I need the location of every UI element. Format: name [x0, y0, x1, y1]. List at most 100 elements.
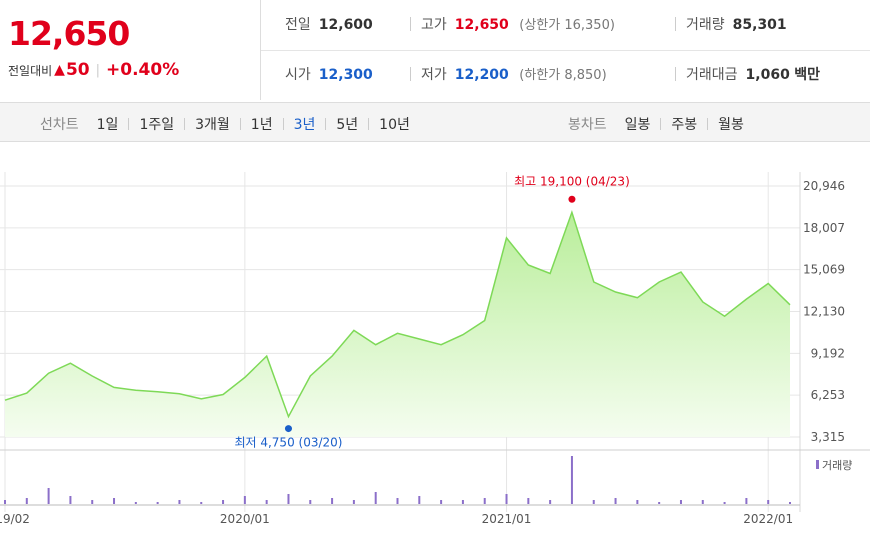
monthly-candle-button[interactable]: 월봉	[718, 117, 744, 133]
up-triangle-icon: ▲	[54, 62, 65, 78]
line-chart-label: 선차트	[40, 117, 79, 133]
y-tick-label: 6,253	[811, 388, 845, 402]
x-tick-label: 2020/01	[220, 512, 270, 526]
price-chart: 20,946 18,007 15,069 12,130 9,192 6,253 3,315 2…	[0, 142, 870, 535]
volume-bar	[461, 500, 464, 504]
divider	[368, 118, 370, 130]
price-change: 전일대비 ▲ 50 | +0.40%	[8, 60, 179, 80]
volume-bar	[592, 500, 595, 504]
volume-bar	[440, 500, 443, 504]
daily-candle-button[interactable]: 일봉	[624, 117, 651, 133]
volume-bar	[418, 496, 421, 504]
period-10y-button[interactable]: 10년	[379, 117, 410, 133]
high-point-marker	[568, 195, 576, 203]
price-stats: 전일 12,600 고가 12,650 (상한가 16,350) 거래량 85,301…	[261, 0, 870, 100]
stats-row-2: 시가 12,300 저가 12,200 (하한가 8,850) 거래대금 1,060 …	[261, 50, 870, 100]
low-price: 저가 12,200 (하한가 8,850)	[421, 67, 607, 83]
volume-bar	[527, 498, 530, 504]
current-price: 12,650	[8, 14, 130, 53]
x-tick-label: 2019/02	[0, 512, 30, 526]
change-label: 전일대비	[8, 63, 53, 78]
y-tick-label: 18,007	[803, 221, 845, 235]
divider	[282, 118, 284, 130]
x-tick-label: 2021/01	[482, 512, 532, 526]
volume-bar	[156, 502, 159, 504]
volume-bar	[243, 496, 246, 504]
volume-bar	[374, 492, 377, 504]
volume-bar	[222, 500, 225, 504]
period-3m-button[interactable]: 3개월	[195, 117, 230, 133]
divider	[707, 118, 709, 130]
volume-bar	[396, 498, 399, 504]
chart-toolbar: 선차트 1일 1주일 3개월 1년 3년 5년 10년 봉차트 일봉 주봉 월봉	[0, 102, 870, 142]
volume-bar	[25, 498, 28, 504]
divider	[410, 67, 411, 81]
volume-bar	[47, 488, 50, 504]
high-price: 고가 12,650 (상한가 16,350)	[421, 17, 615, 33]
volume-bar	[91, 500, 94, 504]
price-chart-svg: 20,946 18,007 15,069 12,130 9,192 6,253 3,315 2…	[0, 172, 870, 526]
volume-bar	[614, 498, 617, 504]
volume-bar	[483, 498, 486, 504]
period-3y-button[interactable]: 3년	[293, 117, 316, 133]
upper-limit: (상한가 16,350)	[519, 18, 615, 33]
volume-bar	[352, 500, 355, 504]
y-tick-label: 9,192	[811, 346, 845, 360]
change-percent: +0.40%	[106, 60, 180, 80]
divider	[239, 118, 241, 130]
lower-limit: (하한가 8,850)	[519, 68, 607, 83]
price-area	[5, 212, 790, 437]
high-annotation: 최고 19,100 (04/23)	[514, 174, 630, 188]
volume-bar	[723, 502, 726, 504]
volume-legend: 거래량	[822, 459, 852, 472]
period-1d-button[interactable]: 1일	[96, 117, 119, 133]
change-amount: 50	[65, 60, 90, 80]
volume-bar	[113, 498, 116, 504]
volume-bar	[745, 498, 748, 504]
volume-bar	[309, 500, 312, 504]
volume-bar	[134, 502, 137, 504]
candle-chart-label: 봉차트	[568, 117, 607, 133]
line-chart-periods: 선차트 1일 1주일 3개월 1년 3년 5년 10년	[40, 114, 410, 134]
period-5y-button[interactable]: 5년	[336, 117, 359, 133]
prev-close: 전일 12,600	[285, 17, 373, 33]
volume-bar	[200, 502, 203, 504]
volume-bar	[287, 494, 290, 504]
low-point-marker	[284, 425, 292, 433]
trade-amount: 거래대금 1,060 백만	[686, 67, 821, 83]
volume-bar	[178, 500, 181, 504]
y-tick-label: 15,069	[803, 263, 845, 277]
divider	[128, 118, 130, 130]
weekly-candle-button[interactable]: 주봉	[671, 117, 698, 133]
volume-bar	[701, 500, 704, 504]
y-tick-label: 12,130	[803, 305, 845, 319]
quote-header: 12,650 전일대비 ▲ 50 | +0.40% 전일 12,600 고가 12,…	[0, 0, 870, 102]
current-price-box: 12,650 전일대비 ▲ 50 | +0.40%	[0, 0, 261, 100]
change-divider: |	[95, 62, 101, 78]
x-tick-label: 2022/01	[743, 512, 793, 526]
stats-row-1: 전일 12,600 고가 12,650 (상한가 16,350) 거래량 85,301	[261, 0, 870, 51]
divider	[675, 67, 676, 81]
volume-bar	[69, 496, 72, 504]
volume-legend-swatch	[816, 460, 819, 469]
volume-bar	[4, 500, 6, 504]
period-1y-button[interactable]: 1년	[250, 117, 273, 133]
low-annotation: 최저 4,750 (03/20)	[234, 436, 342, 450]
open-price: 시가 12,300	[285, 67, 373, 83]
volume-bar	[679, 500, 682, 504]
divider	[675, 17, 676, 31]
volume-bar	[505, 494, 508, 504]
period-1w-button[interactable]: 1주일	[139, 117, 175, 133]
y-tick-label: 3,315	[811, 430, 845, 444]
divider	[184, 118, 186, 130]
price-line	[4, 209, 791, 419]
divider	[410, 17, 411, 31]
volume-bar	[549, 500, 552, 504]
divider	[325, 118, 327, 130]
volume-bar	[789, 502, 791, 504]
volume: 거래량 85,301	[686, 17, 787, 33]
candle-chart-periods: 봉차트 일봉 주봉 월봉	[568, 114, 744, 134]
volume-bar	[767, 500, 770, 504]
volume-bar	[658, 502, 661, 504]
volume-bar	[570, 456, 573, 504]
